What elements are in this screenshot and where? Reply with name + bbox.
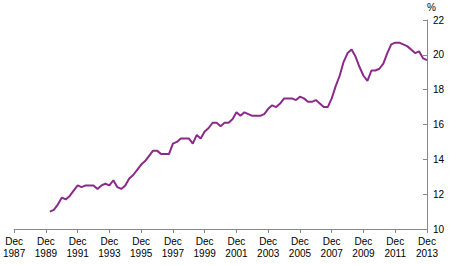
svg-text:1987: 1987 [3,248,26,259]
svg-text:1991: 1991 [67,248,90,259]
svg-text:Dec: Dec [386,236,404,247]
svg-text:2007: 2007 [321,248,344,259]
svg-text:Dec: Dec [259,236,277,247]
svg-text:2003: 2003 [257,248,280,259]
svg-text:Dec: Dec [291,236,309,247]
svg-text:Dec: Dec [5,236,23,247]
svg-text:Dec: Dec [418,236,436,247]
svg-text:10: 10 [433,224,445,235]
svg-text:14: 14 [433,154,445,165]
svg-text:16: 16 [433,119,445,130]
svg-text:20: 20 [433,49,445,60]
svg-text:1995: 1995 [130,248,153,259]
svg-text:2013: 2013 [416,248,439,259]
svg-text:Dec: Dec [101,236,119,247]
svg-text:Dec: Dec [37,236,55,247]
svg-text:Dec: Dec [323,236,341,247]
svg-text:2009: 2009 [352,248,375,259]
svg-text:Dec: Dec [164,236,182,247]
svg-text:Dec: Dec [132,236,150,247]
svg-text:%: % [427,2,436,13]
svg-text:2011: 2011 [384,248,406,259]
svg-text:Dec: Dec [355,236,373,247]
svg-text:1999: 1999 [194,248,217,259]
svg-text:Dec: Dec [196,236,214,247]
svg-text:2005: 2005 [289,248,312,259]
svg-text:12: 12 [433,189,445,200]
svg-text:2001: 2001 [225,248,248,259]
svg-text:1997: 1997 [162,248,185,259]
svg-text:Dec: Dec [69,236,87,247]
svg-text:1993: 1993 [98,248,121,259]
svg-text:1989: 1989 [35,248,58,259]
svg-text:Dec: Dec [228,236,246,247]
svg-text:18: 18 [433,84,445,95]
svg-text:22: 22 [433,15,445,26]
